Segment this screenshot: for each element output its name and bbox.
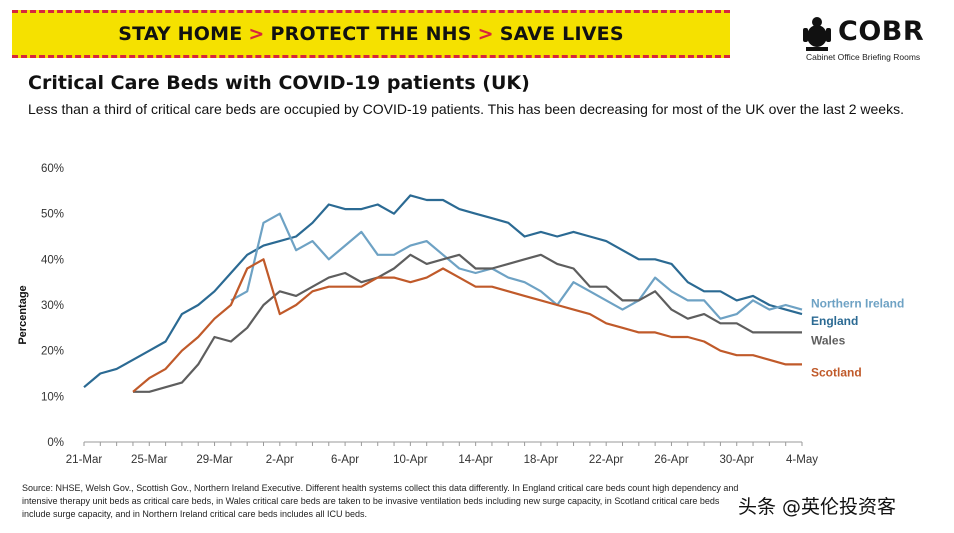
x-tick-label: 21-Mar <box>66 454 103 466</box>
x-axis: 21-Mar 25-Mar 29-Mar 2-Apr 6-Apr 10-Apr 14-Apr… <box>66 441 818 466</box>
slogan-banner: STAY HOME > PROTECT THE NHS > SAVE LIVES <box>12 10 730 58</box>
legend-label-wales: Wales <box>811 333 846 347</box>
y-tick-label: 30% <box>41 300 64 312</box>
chart-title: Critical Care Beds with COVID-19 patient… <box>28 72 530 94</box>
source-note: Source: NHSE, Welsh Gov., Scottish Gov.,… <box>22 483 739 519</box>
series-line-scotland <box>132 258 802 393</box>
y-tick-label: 60% <box>41 163 64 175</box>
series-line-wales <box>133 253 802 393</box>
x-tick-label: 6-Apr <box>331 454 359 466</box>
y-tick-label: 20% <box>41 346 64 358</box>
x-tick-label: 26-Apr <box>654 454 689 466</box>
logo-subtitle: Cabinet Office Briefing Rooms <box>806 52 921 62</box>
legend: England Northern Ireland Wales Scotland <box>811 297 904 380</box>
x-tick-label: 22-Apr <box>589 454 624 466</box>
y-tick-label: 10% <box>41 391 64 403</box>
series-lines <box>83 194 803 393</box>
x-tick-label: 10-Apr <box>393 454 428 466</box>
x-tick-label: 2-Apr <box>266 454 294 466</box>
series-line-northern_ireland <box>230 212 803 320</box>
y-tick-label: 50% <box>41 209 64 221</box>
y-tick-label: 40% <box>41 254 64 266</box>
chart-subtitle: Less than a third of critical care beds … <box>28 101 904 117</box>
y-axis-label: Percentage <box>17 285 29 344</box>
y-tick-label: 0% <box>47 437 64 449</box>
legend-label-scotland: Scotland <box>811 365 862 379</box>
watermark: 头条 @英伦投资客 <box>738 496 897 518</box>
y-axis: 0% 10% 20% 30% 40% 50% 60% <box>41 163 64 449</box>
x-tick-label: 18-Apr <box>524 454 559 466</box>
logo-title: COBR <box>838 16 925 47</box>
x-tick-label: 14-Apr <box>458 454 493 466</box>
series-line-england <box>83 194 803 389</box>
cobr-logo: COBR Cabinet Office Briefing Rooms <box>800 14 940 64</box>
line-chart: 0%10%20%30%40%50%60% 21-Mar 25-Mar 29-Mar 2… <box>17 163 904 466</box>
x-tick-label: 4-May <box>786 454 818 466</box>
legend-label-england: England <box>811 314 858 328</box>
x-tick-label: 30-Apr <box>719 454 754 466</box>
x-tick-label: 25-Mar <box>131 454 168 466</box>
royal-crest-icon <box>803 17 831 51</box>
legend-label-northern_ireland: Northern Ireland <box>811 297 904 311</box>
x-tick-label: 29-Mar <box>196 454 233 466</box>
slogan-text: STAY HOME > PROTECT THE NHS > SAVE LIVES <box>118 23 624 45</box>
